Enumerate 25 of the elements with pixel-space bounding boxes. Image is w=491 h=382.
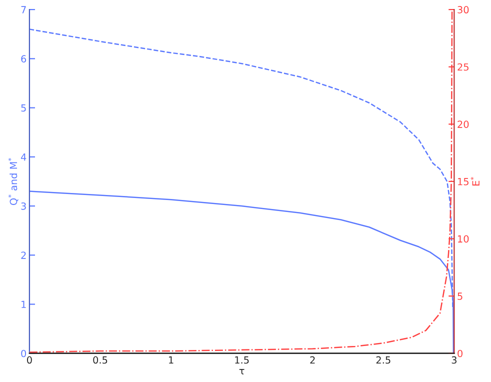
y-axis-title: Q$^{*}$ and M$^{*}$ xyxy=(8,158,18,205)
x-tick-label: 2 xyxy=(310,356,315,364)
y2-tick-label: 5 xyxy=(458,292,462,300)
y2-tick-label: 25 xyxy=(458,63,468,71)
y2-tick-label: 30 xyxy=(458,6,469,14)
y-tick-label: 4 xyxy=(20,154,26,161)
y2-tick-label: 0 xyxy=(458,350,462,358)
y-tick-label: 3 xyxy=(21,202,26,210)
y2-axis-title: E$^{*}$ xyxy=(470,176,480,186)
y2-tick-label: 15 xyxy=(458,178,468,186)
y-tick-label: 7 xyxy=(21,6,26,14)
y-tick-label: 1 xyxy=(22,300,26,308)
x-tick-label: 3 xyxy=(452,356,456,364)
x-tick-label: 0 xyxy=(27,356,32,364)
y-tick-label: 5 xyxy=(21,104,26,112)
x-tick-label: 0.5 xyxy=(93,356,108,364)
y-tick-label: 2 xyxy=(21,252,26,259)
y-tick-label: 0 xyxy=(21,350,26,358)
y2-tick-label: 10 xyxy=(458,235,469,243)
x-tick-label: 1.5 xyxy=(235,356,249,364)
x-axis-title: τ xyxy=(239,368,244,374)
y2-tick-label: 20 xyxy=(458,120,469,128)
x-tick-label: 2.5 xyxy=(376,356,390,364)
y-tick-label: 6 xyxy=(21,55,26,62)
x-tick-label: 1 xyxy=(169,356,174,364)
